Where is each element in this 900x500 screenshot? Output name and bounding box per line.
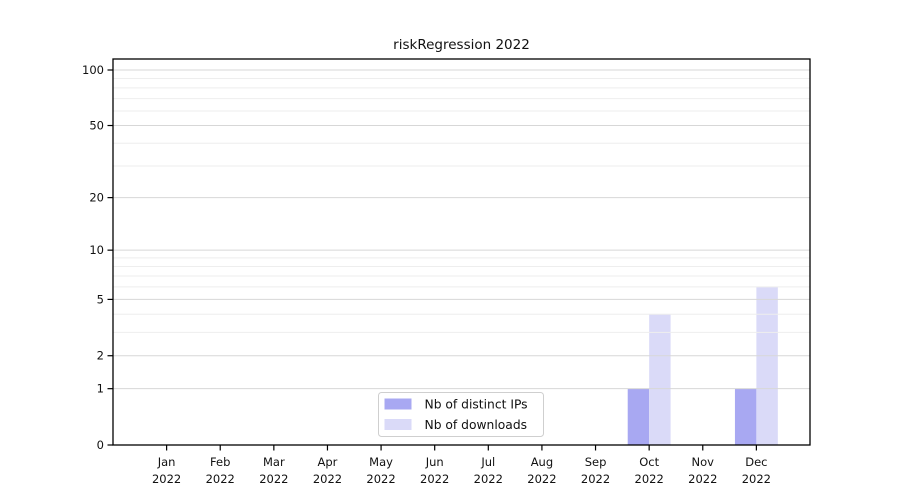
y-tick-label: 10: [89, 243, 104, 257]
legend-label: Nb of downloads: [425, 418, 528, 432]
x-tick-label-year: 2022: [581, 472, 610, 486]
x-tick-label-year: 2022: [527, 472, 556, 486]
x-tick-label-year: 2022: [474, 472, 503, 486]
x-tick-label-month: Apr: [318, 455, 338, 469]
x-tick-label-month: Oct: [639, 455, 659, 469]
y-tick-label: 50: [89, 119, 104, 133]
y-tick-label: 20: [89, 191, 104, 205]
legend-swatch: [384, 419, 412, 430]
x-tick-label-month: May: [369, 455, 393, 469]
x-tick-label-month: Mar: [263, 455, 285, 469]
bar-distinct-ips: [734, 388, 757, 445]
legend-label: Nb of distinct IPs: [425, 398, 528, 412]
x-tick-label-year: 2022: [635, 472, 664, 486]
x-tick-label-year: 2022: [688, 472, 717, 486]
x-tick-label-month: Jul: [480, 455, 495, 469]
x-tick-label-year: 2022: [420, 472, 449, 486]
x-tick-label-month: Jan: [157, 455, 176, 469]
x-tick-label-year: 2022: [366, 472, 395, 486]
legend-box: [378, 392, 544, 437]
legend-swatch: [384, 398, 412, 410]
bar-downloads: [756, 286, 778, 445]
x-tick-label-year: 2022: [259, 472, 288, 486]
chart-title: riskRegression 2022: [393, 37, 530, 53]
y-tick-label: 2: [97, 349, 104, 363]
x-tick-label-month: Sep: [585, 455, 607, 469]
y-tick-label: 0: [97, 438, 104, 452]
x-tick-label-year: 2022: [206, 472, 235, 486]
y-tick-label: 1: [97, 382, 104, 396]
x-tick-label-month: Dec: [745, 455, 767, 469]
plot-border: [112, 58, 811, 446]
bar-distinct-ips: [627, 388, 650, 445]
x-tick-label-year: 2022: [152, 472, 181, 486]
x-tick-label-year: 2022: [742, 472, 771, 486]
x-tick-label-month: Aug: [531, 455, 553, 469]
x-tick-label-month: Nov: [692, 455, 715, 469]
x-tick-label-month: Jun: [425, 455, 444, 469]
x-tick-label-year: 2022: [313, 472, 342, 486]
x-tick-label-month: Feb: [210, 455, 230, 469]
y-tick-label: 100: [82, 63, 104, 77]
bar-downloads: [649, 314, 671, 445]
y-tick-label: 5: [97, 292, 104, 306]
